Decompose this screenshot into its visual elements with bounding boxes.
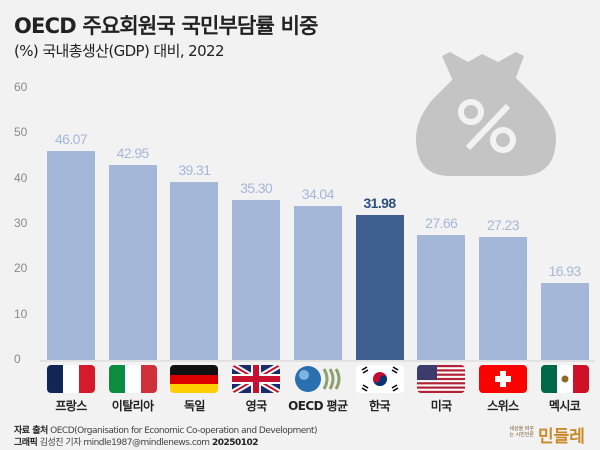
category-label: 이탈리아 <box>111 399 154 413</box>
bar-value-label: 16.93 <box>548 263 582 280</box>
source-label: 자료 출처 <box>14 426 48 436</box>
y-tick-label: 60 <box>14 80 28 94</box>
mexico-flag-icon <box>540 365 589 393</box>
category-label: 스위스 <box>487 399 519 413</box>
bar-value-label: 35.30 <box>240 179 273 196</box>
category-label: OECD 평균 <box>288 399 348 413</box>
category-label: 독일 <box>183 399 205 413</box>
bar <box>108 165 157 360</box>
category-label: 멕시코 <box>548 399 581 413</box>
graphic-credit: 김성진 기자 mindle1987@mindlenews.com <box>39 438 210 448</box>
bar <box>170 181 219 360</box>
chart-title: OECD 주요회원국 국민부담률 비중 <box>14 14 318 38</box>
usa-flag-icon <box>417 365 466 393</box>
bar <box>478 236 527 360</box>
money-bag-percent-icon <box>416 52 556 176</box>
x-axis-baseline <box>40 360 595 362</box>
bar-value-label: 27.23 <box>486 216 520 233</box>
bar <box>540 283 589 360</box>
category-label: 영국 <box>245 399 267 413</box>
graphic-label: 그래픽 <box>14 438 38 448</box>
bar <box>47 151 95 360</box>
uk-flag-icon <box>232 365 281 393</box>
mindle-logo: 민들레 <box>538 427 585 447</box>
y-tick-label: 0 <box>14 352 21 366</box>
source-line: 자료 출처 OECD(Organisation for Economic Co-… <box>14 423 317 436</box>
germany-flag-icon <box>170 365 219 393</box>
category-label: 한국 <box>369 399 390 413</box>
bar <box>355 215 404 360</box>
korea-flag-icon <box>355 365 404 393</box>
y-tick-label: 40 <box>14 170 28 185</box>
category-label: 프랑스 <box>55 399 87 413</box>
bar <box>232 199 281 360</box>
bar-value-label: 31.98 <box>363 195 396 212</box>
chart-subtitle: (%) 국내총생산(GDP) 대비, 2022 <box>14 42 225 60</box>
switzerland-flag-icon <box>478 365 527 393</box>
bar-value-label: 34.04 <box>301 185 335 202</box>
bar <box>293 205 342 360</box>
y-tick-label: 20 <box>14 261 28 276</box>
y-tick-label: 30 <box>14 216 28 230</box>
bar-value-label: 46.07 <box>54 131 88 148</box>
category-label: 미국 <box>430 399 452 413</box>
france-flag-icon <box>47 365 95 393</box>
bar-value-label: 39.31 <box>178 161 211 178</box>
y-tick-label: 50 <box>14 125 28 140</box>
italy-flag-icon <box>108 365 157 393</box>
oecd-logo-icon <box>294 365 342 393</box>
source-text: OECD(Organisation for Economic Co-operat… <box>50 426 317 436</box>
bar-value-label: 42.95 <box>116 145 150 162</box>
credit-line: 그래픽 김성진 기자 mindle1987@mindlenews.com 202… <box>14 435 259 448</box>
publish-date: 20250102 <box>211 438 259 448</box>
bar <box>417 234 466 360</box>
logo-tagline: 세상을 바꾸는 시민언론 <box>509 426 534 438</box>
y-tick-label: 10 <box>14 306 28 321</box>
bar-value-label: 27.66 <box>425 214 458 231</box>
